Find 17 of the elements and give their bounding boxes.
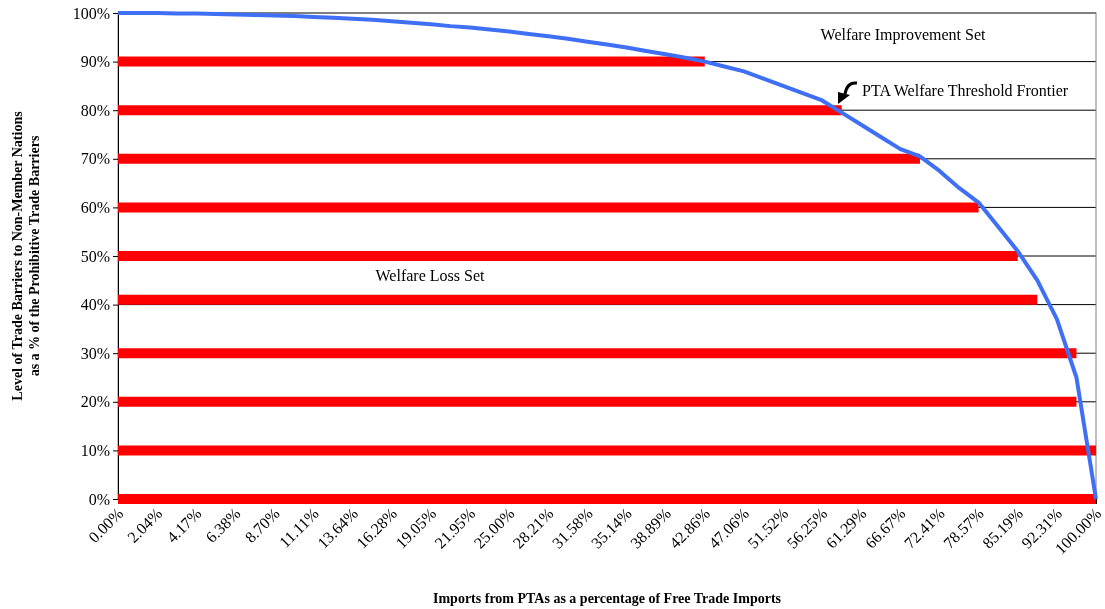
y-tick-label: 50% (80, 247, 110, 265)
y-axis-title: Level of Trade Barriers to Non-Member Nations as a % of the Prohibitive Trade Barriers (10, 110, 42, 401)
annotation: Welfare Improvement Set (820, 26, 986, 44)
y-tick-label: 70% (80, 150, 110, 168)
y-tick-label: 10% (80, 442, 110, 460)
y-tick-label: 60% (80, 199, 110, 217)
y-tick-label: 90% (80, 53, 110, 71)
line-series (116, 11, 1098, 501)
y-tick-label: 0% (88, 490, 110, 508)
y-tick-label: 40% (80, 296, 110, 314)
annotation: Welfare Loss Set (375, 267, 485, 284)
annotation: PTA Welfare Threshold Frontier (862, 82, 1069, 99)
y-tick-label: 20% (80, 393, 110, 411)
x-axis-title: Imports from PTAs as a percentage of Free Trade Imports (433, 591, 782, 606)
y-tick-label: 100% (72, 4, 110, 22)
y-tick-label: 80% (80, 101, 110, 119)
y-tick-label: 30% (80, 344, 110, 362)
